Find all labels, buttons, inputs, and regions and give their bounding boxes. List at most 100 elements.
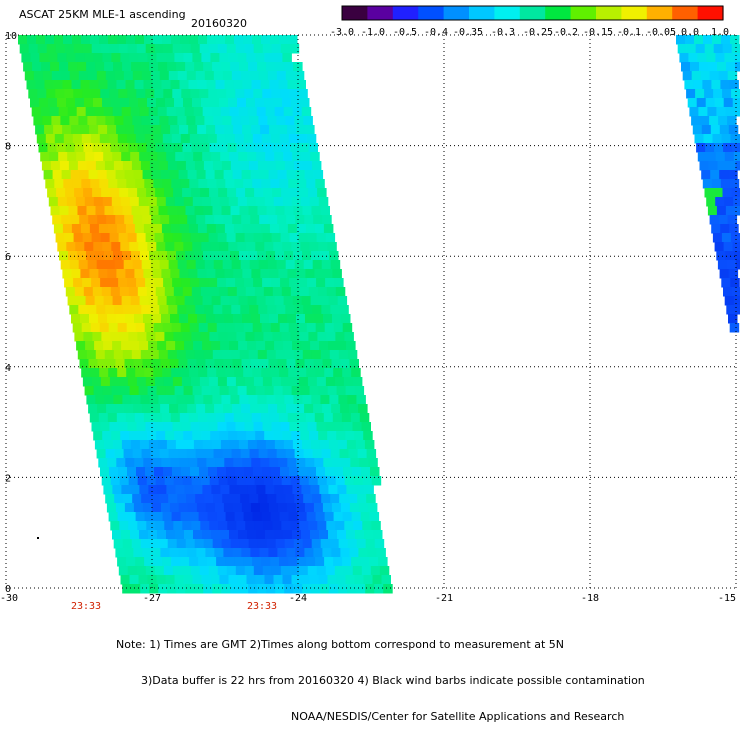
swath-cell xyxy=(146,422,156,432)
swath-cell xyxy=(218,332,228,342)
swath-cell xyxy=(287,503,297,513)
swath-cell xyxy=(711,125,721,135)
swath-cell xyxy=(705,143,715,153)
swath-cell xyxy=(325,323,335,333)
swath-cell xyxy=(250,71,259,81)
swath-cell xyxy=(88,71,98,81)
swath-cell xyxy=(257,395,267,405)
swath-cell xyxy=(66,287,76,297)
swath-cell xyxy=(229,386,239,396)
swath-cell xyxy=(201,287,211,297)
swath-cell xyxy=(194,440,204,450)
swath-cell xyxy=(181,512,191,522)
swath-cell xyxy=(248,296,258,306)
swath-cell xyxy=(357,539,367,549)
swath-cell xyxy=(95,62,105,72)
swath-cell xyxy=(46,89,56,99)
swath-cell xyxy=(116,314,126,324)
swath-cell xyxy=(157,530,167,540)
swath-cell xyxy=(204,161,214,171)
swath-cell xyxy=(83,233,93,243)
swath-cell xyxy=(130,197,140,207)
swath-cell xyxy=(84,287,94,297)
swath-cell xyxy=(266,440,276,450)
swath-cell xyxy=(118,278,128,288)
colorbar-swatch xyxy=(672,6,698,20)
swath-cell xyxy=(163,278,173,288)
swath-cell xyxy=(193,485,203,495)
swath-cell xyxy=(61,260,70,270)
swath-cell xyxy=(279,557,289,567)
swath-cell xyxy=(205,215,215,225)
swath-cell xyxy=(257,296,267,306)
swath-cell xyxy=(64,89,74,99)
swath-cell xyxy=(80,359,90,369)
swath-cell xyxy=(113,296,123,306)
swath-cell xyxy=(261,224,271,234)
swath-cell xyxy=(181,134,191,144)
swath-cell xyxy=(152,359,162,369)
swath-cell xyxy=(303,350,313,360)
swath-cell xyxy=(201,431,211,441)
swath-cell xyxy=(141,494,151,504)
swath-cell xyxy=(84,53,94,63)
swath-cell xyxy=(709,161,719,171)
swath-cell xyxy=(696,44,706,54)
swath-cell xyxy=(685,35,695,45)
swath-cell xyxy=(268,260,278,270)
swath-cell xyxy=(171,179,181,189)
swath-cell xyxy=(171,368,181,378)
swath-cell xyxy=(299,422,309,432)
swath-cell xyxy=(141,539,151,549)
swath-cell xyxy=(137,422,147,432)
swath-cell xyxy=(139,575,149,585)
swath-cell xyxy=(731,233,740,243)
swath-cell xyxy=(230,584,240,594)
swath-cell xyxy=(301,197,311,207)
swath-cell xyxy=(734,152,740,162)
swath-cell xyxy=(128,188,138,198)
swath-cell xyxy=(184,485,194,495)
swath-cell xyxy=(232,71,242,81)
swath-cell xyxy=(51,116,61,126)
swath-cell xyxy=(52,215,62,225)
satellite-swath-main xyxy=(18,35,393,594)
swath-cell xyxy=(247,575,257,585)
swath-cell xyxy=(129,431,139,441)
swath-cell xyxy=(239,62,249,72)
swath-cell xyxy=(135,35,145,45)
swath-cell xyxy=(292,530,302,540)
swath-cell xyxy=(134,503,144,513)
swath-cell xyxy=(118,89,128,99)
swath-cell xyxy=(143,503,153,513)
swath-cell xyxy=(239,107,249,117)
swath-cell xyxy=(105,494,115,504)
swath-cell xyxy=(152,269,162,279)
swath-cell xyxy=(308,422,318,432)
swath-cell xyxy=(20,44,30,54)
swath-cell xyxy=(277,215,287,225)
swath-cell xyxy=(253,134,262,144)
swath-cell xyxy=(180,413,190,423)
footnote-line-1: Note: 1) Times are GMT 2)Times along bot… xyxy=(116,639,645,651)
swath-cell xyxy=(295,449,305,459)
swath-cell xyxy=(108,224,118,234)
swath-cell xyxy=(232,404,242,414)
swath-cell xyxy=(35,125,45,135)
swath-cell xyxy=(220,152,230,162)
swath-cell xyxy=(337,575,347,585)
swath-cell xyxy=(121,485,130,495)
swath-cell xyxy=(235,278,245,288)
swath-cell xyxy=(236,233,246,243)
swath-cell xyxy=(255,53,265,63)
swath-cell xyxy=(327,287,337,297)
swath-cell xyxy=(145,134,155,144)
swath-cell xyxy=(97,449,107,459)
swath-cell xyxy=(111,287,121,297)
swath-cell xyxy=(237,143,247,153)
swath-cell xyxy=(244,467,254,477)
longitude-tick-label: -15 xyxy=(718,593,736,604)
swath-cell xyxy=(159,539,169,549)
swath-cell xyxy=(148,485,158,495)
